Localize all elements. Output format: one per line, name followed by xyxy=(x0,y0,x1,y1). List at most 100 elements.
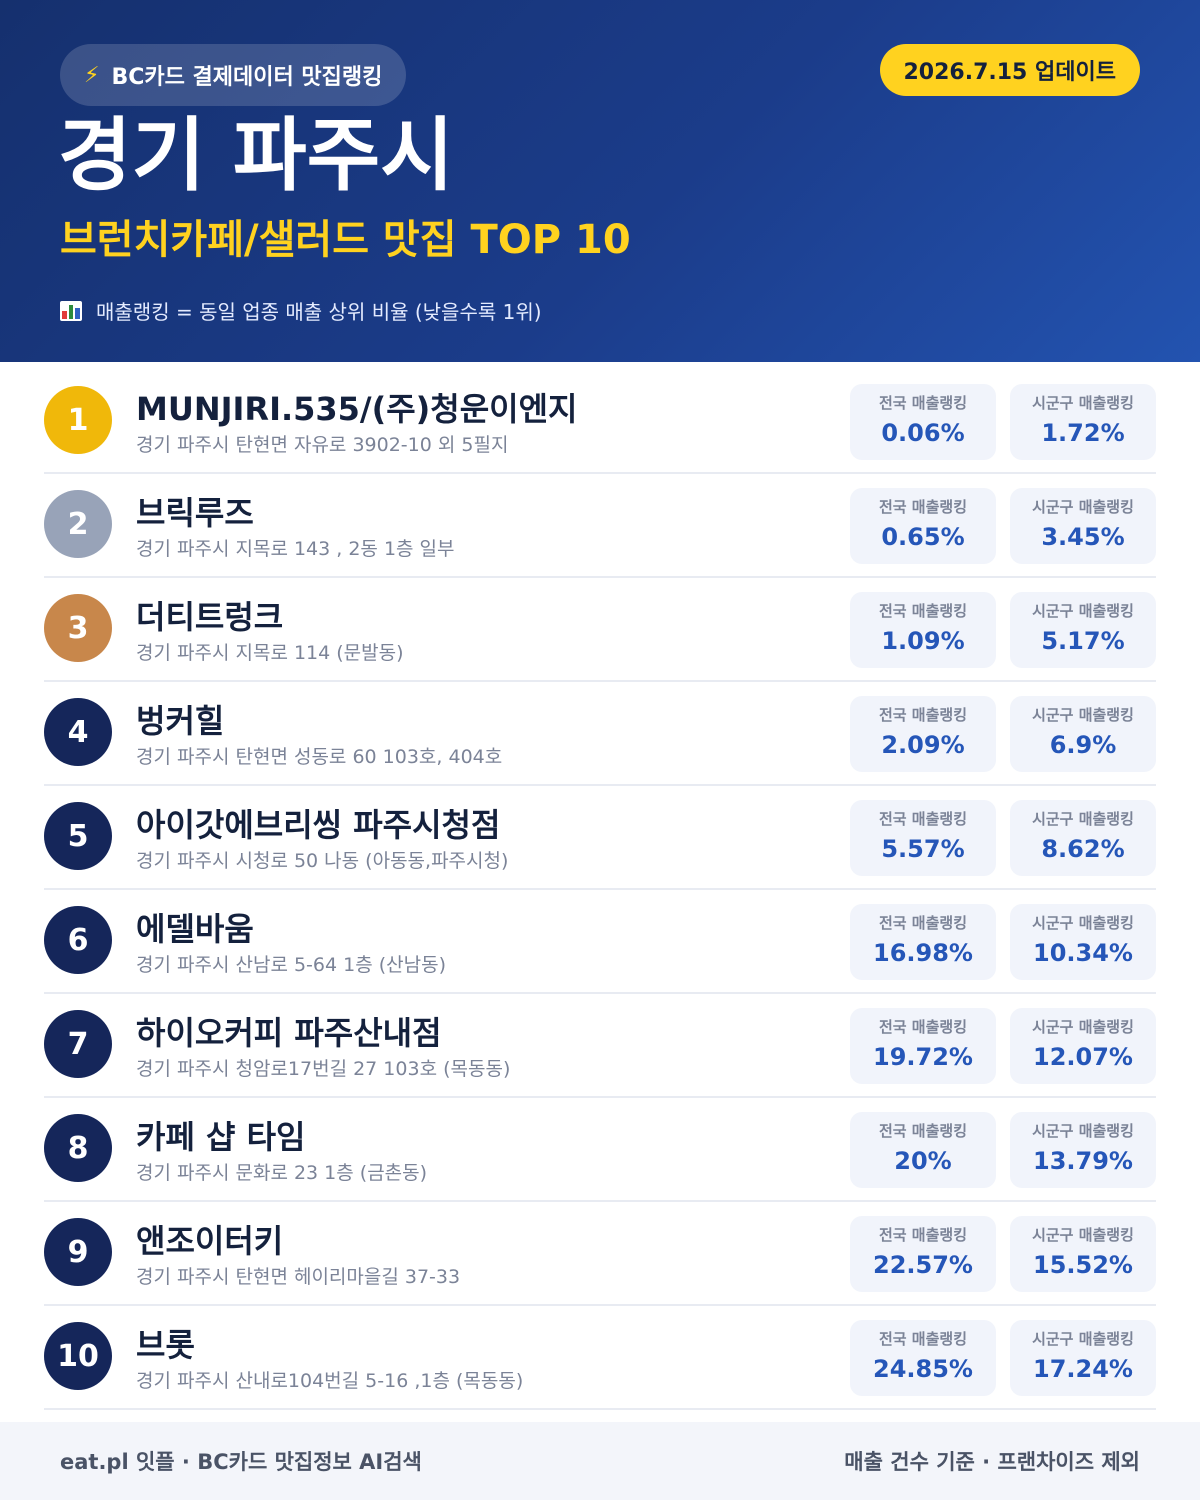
restaurant-address: 경기 파주시 탄현면 성동로 60 103호, 404호 xyxy=(136,746,503,768)
restaurant-address: 경기 파주시 시청로 50 나동 (아동동,파주시청) xyxy=(136,850,509,872)
national-ranking-label: 전국 매출랭킹 xyxy=(878,706,968,724)
list-item[interactable]: 3 더티트렁크 경기 파주시 지목로 114 (문발동) 전국 매출랭킹 1.09% 시군… xyxy=(44,578,1156,682)
rank-badge: 9 xyxy=(44,1218,112,1286)
legend-text: 매출랭킹 = 동일 업종 매출 상위 비율 (낮을수록 1위) xyxy=(96,300,542,324)
lightning-icon: ⚡ xyxy=(84,62,100,88)
footer-note: 매출 건수 기준 · 프랜차이즈 제외 xyxy=(844,1450,1140,1474)
national-ranking-label: 전국 매출랭킹 xyxy=(878,602,968,620)
local-ranking-card: 시군구 매출랭킹 17.24% xyxy=(1010,1320,1156,1396)
national-ranking-label: 전국 매출랭킹 xyxy=(878,1018,968,1036)
rank-badge: 2 xyxy=(44,490,112,558)
restaurant-name: 카페 샵 타임 xyxy=(136,1118,306,1156)
local-ranking-label: 시군구 매출랭킹 xyxy=(1032,1018,1134,1036)
local-ranking-value: 12.07% xyxy=(1033,1043,1133,1071)
local-ranking-label: 시군구 매출랭킹 xyxy=(1032,810,1134,828)
national-ranking-value: 19.72% xyxy=(873,1043,973,1071)
list-item[interactable]: 7 하이오커피 파주산내점 경기 파주시 청암로17번길 27 103호 (목동동)… xyxy=(44,994,1156,1098)
national-ranking-value: 5.57% xyxy=(881,835,965,863)
local-ranking-value: 17.24% xyxy=(1033,1355,1133,1383)
local-ranking-card: 시군구 매출랭킹 8.62% xyxy=(1010,800,1156,876)
restaurant-address: 경기 파주시 지목로 143 , 2동 1층 일부 xyxy=(136,538,455,560)
rank-badge: 6 xyxy=(44,906,112,974)
brand-badge: ⚡ BC카드 결제데이터 맛집랭킹 xyxy=(60,44,407,106)
restaurant-name: 에델바움 xyxy=(136,910,254,948)
national-ranking-card: 전국 매출랭킹 0.65% xyxy=(850,488,996,564)
national-ranking-card: 전국 매출랭킹 16.98% xyxy=(850,904,996,980)
page-title: 경기 파주시 xyxy=(58,109,454,202)
restaurant-name: 아이갓에브리씽 파주시청점 xyxy=(136,806,501,844)
national-ranking-card: 전국 매출랭킹 0.06% xyxy=(850,384,996,460)
restaurant-name: 브롯 xyxy=(136,1326,195,1364)
local-ranking-value: 15.52% xyxy=(1033,1251,1133,1279)
national-ranking-card: 전국 매출랭킹 22.57% xyxy=(850,1216,996,1292)
rank-badge: 4 xyxy=(44,698,112,766)
restaurant-address: 경기 파주시 지목로 114 (문발동) xyxy=(136,642,404,664)
page-subtitle: 브런치카페/샐러드 맛집 TOP 10 xyxy=(60,217,631,263)
national-ranking-value: 22.57% xyxy=(873,1251,973,1279)
local-ranking-label: 시군구 매출랭킹 xyxy=(1032,498,1134,516)
restaurant-name: 하이오커피 파주산내점 xyxy=(136,1014,442,1052)
national-ranking-value: 20% xyxy=(894,1147,952,1175)
local-ranking-label: 시군구 매출랭킹 xyxy=(1032,914,1134,932)
restaurant-name: 더티트렁크 xyxy=(136,598,284,636)
national-ranking-value: 0.65% xyxy=(881,523,965,551)
restaurant-address: 경기 파주시 탄현면 헤이리마을길 37-33 xyxy=(136,1266,461,1288)
footer: eat.pl 잇플 · BC카드 맛집정보 AI검색 매출 건수 기준 · 프랜… xyxy=(0,1422,1200,1500)
bar-chart-icon xyxy=(60,300,82,321)
local-ranking-card: 시군구 매출랭킹 12.07% xyxy=(1010,1008,1156,1084)
local-ranking-label: 시군구 매출랭킹 xyxy=(1032,602,1134,620)
local-ranking-label: 시군구 매출랭킹 xyxy=(1032,1226,1134,1244)
local-ranking-card: 시군구 매출랭킹 13.79% xyxy=(1010,1112,1156,1188)
local-ranking-card: 시군구 매출랭킹 15.52% xyxy=(1010,1216,1156,1292)
national-ranking-card: 전국 매출랭킹 24.85% xyxy=(850,1320,996,1396)
national-ranking-card: 전국 매출랭킹 2.09% xyxy=(850,696,996,772)
national-ranking-label: 전국 매출랭킹 xyxy=(878,1330,968,1348)
local-ranking-value: 6.9% xyxy=(1049,731,1117,759)
local-ranking-label: 시군구 매출랭킹 xyxy=(1032,706,1134,724)
brand-label: BC카드 결제데이터 맛집랭킹 xyxy=(111,65,383,90)
local-ranking-card: 시군구 매출랭킹 6.9% xyxy=(1010,696,1156,772)
local-ranking-value: 10.34% xyxy=(1033,939,1133,967)
national-ranking-value: 2.09% xyxy=(881,731,965,759)
rank-badge: 7 xyxy=(44,1010,112,1078)
local-ranking-value: 5.17% xyxy=(1041,627,1125,655)
rank-badge: 5 xyxy=(44,802,112,870)
national-ranking-label: 전국 매출랭킹 xyxy=(878,1122,968,1140)
footer-source: eat.pl 잇플 · BC카드 맛집정보 AI검색 xyxy=(60,1450,422,1474)
restaurant-address: 경기 파주시 탄현면 자유로 3902-10 외 5필지 xyxy=(136,434,509,456)
ranking-list: 1 MUNJIRI.535/(주)청운이엔지 경기 파주시 탄현면 자유로 3902… xyxy=(44,370,1156,1410)
update-date-badge: 2026.7.15 업데이트 xyxy=(879,44,1140,96)
ranking-legend: 매출랭킹 = 동일 업종 매출 상위 비율 (낮을수록 1위) xyxy=(60,296,542,325)
restaurant-name: 브릭루즈 xyxy=(136,494,254,532)
local-ranking-label: 시군구 매출랭킹 xyxy=(1032,394,1134,412)
national-ranking-label: 전국 매출랭킹 xyxy=(878,810,968,828)
rank-badge: 8 xyxy=(44,1114,112,1182)
national-ranking-value: 0.06% xyxy=(881,419,965,447)
restaurant-name: 벙커힐 xyxy=(136,702,225,740)
local-ranking-card: 시군구 매출랭킹 5.17% xyxy=(1010,592,1156,668)
national-ranking-label: 전국 매출랭킹 xyxy=(878,394,968,412)
local-ranking-value: 3.45% xyxy=(1041,523,1125,551)
list-item[interactable]: 1 MUNJIRI.535/(주)청운이엔지 경기 파주시 탄현면 자유로 3902… xyxy=(44,370,1156,474)
restaurant-address: 경기 파주시 문화로 23 1층 (금촌동) xyxy=(136,1162,428,1184)
national-ranking-card: 전국 매출랭킹 20% xyxy=(850,1112,996,1188)
restaurant-name: MUNJIRI.535/(주)청운이엔지 xyxy=(136,390,578,428)
local-ranking-label: 시군구 매출랭킹 xyxy=(1032,1122,1134,1140)
national-ranking-label: 전국 매출랭킹 xyxy=(878,1226,968,1244)
national-ranking-card: 전국 매출랭킹 19.72% xyxy=(850,1008,996,1084)
header-banner: ⚡ BC카드 결제데이터 맛집랭킹 2026.7.15 업데이트 경기 파주시 … xyxy=(0,0,1200,362)
restaurant-address: 경기 파주시 산남로 5-64 1층 (산남동) xyxy=(136,954,446,976)
local-ranking-value: 13.79% xyxy=(1033,1147,1133,1175)
local-ranking-card: 시군구 매출랭킹 1.72% xyxy=(1010,384,1156,460)
local-ranking-value: 1.72% xyxy=(1041,419,1125,447)
list-item[interactable]: 10 브롯 경기 파주시 산내로104번길 5-16 ,1층 (목동동) 전국 매출랭… xyxy=(44,1306,1156,1410)
restaurant-name: 앤조이터키 xyxy=(136,1222,284,1260)
national-ranking-label: 전국 매출랭킹 xyxy=(878,914,968,932)
rank-badge: 10 xyxy=(44,1322,112,1390)
